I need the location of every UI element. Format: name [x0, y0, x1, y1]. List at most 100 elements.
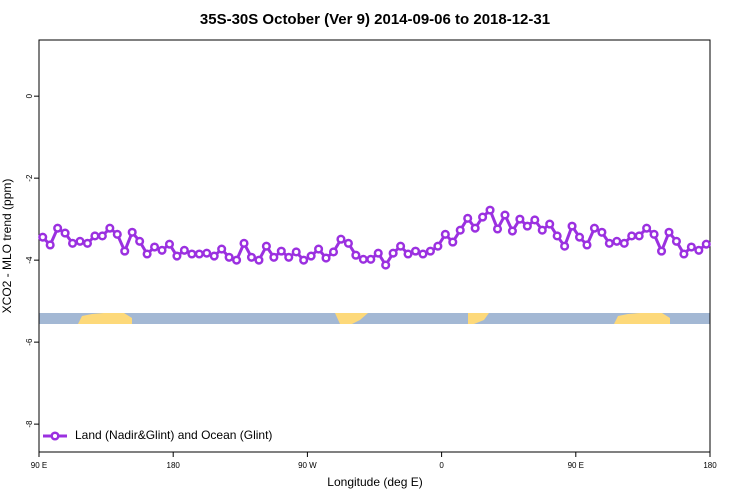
data-point — [545, 219, 555, 229]
y-axis-label: XCO2 - MLO trend (ppm) — [0, 179, 14, 314]
y-tick-label: -2 — [25, 174, 34, 182]
data-point — [642, 223, 652, 233]
data-point — [157, 245, 167, 255]
data-point — [224, 252, 234, 262]
data-point — [537, 225, 547, 235]
data-point — [187, 249, 197, 259]
x-tick-label: 0 — [439, 461, 444, 470]
data-point — [485, 205, 495, 215]
y-tick-label: 0 — [25, 93, 34, 98]
data-point — [90, 231, 100, 241]
data-point — [410, 246, 421, 256]
data-point — [314, 244, 324, 254]
y-tick-label: -8 — [25, 420, 34, 428]
data-point — [53, 223, 63, 233]
data-point — [150, 242, 160, 252]
land-ocean-strip — [39, 313, 710, 324]
data-point — [574, 232, 585, 242]
data-point — [246, 252, 257, 262]
data-point — [492, 224, 503, 234]
legend-marker — [50, 431, 60, 441]
land — [78, 313, 132, 324]
data-point — [68, 238, 78, 248]
x-tick-label: 90 W — [298, 461, 317, 470]
data-point — [649, 229, 659, 239]
data-point — [336, 234, 346, 244]
data-point — [619, 238, 629, 248]
data-point — [530, 215, 540, 225]
data-point — [656, 246, 667, 256]
data-point — [328, 247, 339, 257]
data-point — [455, 225, 465, 235]
data-point — [38, 232, 48, 242]
land — [614, 313, 670, 324]
data-point — [60, 228, 70, 238]
data-point — [582, 240, 592, 250]
data-point — [418, 249, 428, 259]
data-point — [396, 241, 406, 251]
data-point — [75, 236, 85, 246]
data-point — [291, 247, 301, 257]
data-point — [500, 210, 510, 220]
data-point — [366, 254, 376, 264]
data-point — [306, 251, 316, 261]
data-point — [612, 236, 622, 246]
data-point — [261, 241, 271, 251]
data-point — [112, 229, 122, 239]
data-point — [463, 213, 473, 223]
data-point — [627, 231, 637, 241]
data-point — [358, 254, 368, 264]
data-point — [388, 248, 398, 258]
data-point — [373, 248, 383, 258]
data-point — [478, 212, 488, 222]
data-point — [142, 249, 152, 259]
data-point — [164, 239, 175, 249]
land — [335, 313, 368, 324]
data-point — [567, 221, 577, 231]
x-tick-label: 90 E — [31, 461, 47, 470]
data-point — [634, 231, 644, 241]
data-point — [194, 249, 204, 259]
data-point — [120, 246, 130, 256]
data-point — [560, 241, 570, 251]
x-tick-label: 180 — [703, 461, 717, 470]
data-point — [299, 255, 309, 265]
x-axis-label: Longitude (deg E) — [327, 475, 422, 489]
data-point — [679, 249, 689, 259]
chart-title: 35S-30S October (Ver 9) 2014-09-06 to 20… — [200, 11, 550, 28]
data-point — [671, 236, 682, 246]
data-point — [701, 239, 711, 249]
data-point — [321, 253, 331, 263]
data-point — [127, 227, 137, 237]
land — [468, 313, 489, 324]
x-tick-label: 90 E — [568, 461, 584, 470]
data-point — [694, 245, 704, 255]
data-point — [97, 231, 107, 241]
data-point — [254, 255, 264, 265]
data-point — [343, 238, 353, 248]
data-point — [552, 231, 562, 241]
data-point — [664, 227, 674, 237]
y-tick-label: -4 — [25, 256, 34, 264]
data-point — [217, 244, 227, 254]
data-point — [604, 238, 614, 248]
x-tick-label: 180 — [167, 461, 181, 470]
data-point — [276, 246, 286, 256]
data-point — [172, 251, 182, 261]
data-point — [507, 226, 517, 236]
data-point — [179, 245, 189, 255]
data-point — [515, 214, 525, 224]
ocean-band — [39, 313, 710, 324]
data-point — [135, 236, 145, 246]
data-point — [425, 246, 435, 256]
data-point — [232, 255, 242, 265]
data-point — [269, 252, 279, 262]
data-point — [284, 252, 294, 262]
data-point — [105, 223, 115, 233]
data-point — [686, 242, 696, 252]
data-point — [45, 240, 55, 250]
data-point — [589, 223, 599, 233]
data-point — [403, 249, 413, 259]
legend-label: Land (Nadir&Glint) and Ocean (Glint) — [75, 428, 272, 442]
